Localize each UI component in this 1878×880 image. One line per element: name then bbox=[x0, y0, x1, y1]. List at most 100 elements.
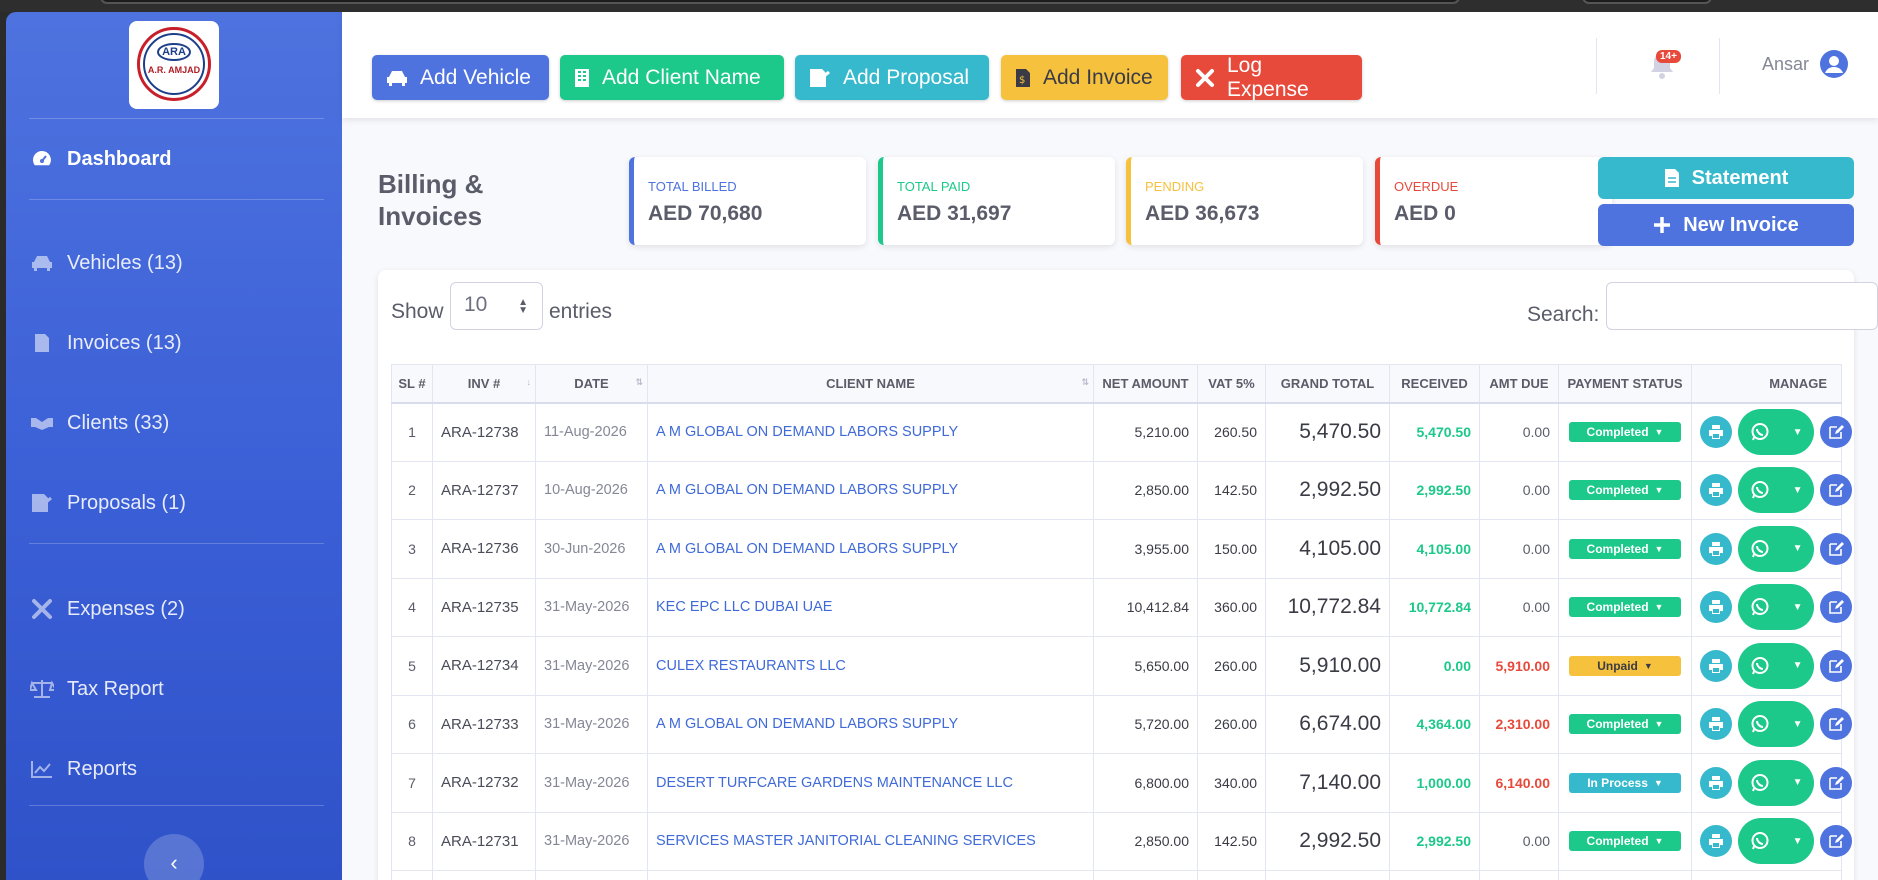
edit-button[interactable] bbox=[1820, 532, 1852, 565]
whatsapp-button[interactable]: ▼ bbox=[1738, 409, 1814, 455]
col-header-date[interactable]: DATE ⇅ bbox=[535, 364, 648, 404]
user-name[interactable]: Ansar bbox=[1762, 54, 1810, 74]
print-button[interactable] bbox=[1700, 825, 1732, 858]
client-link[interactable]: SERVICES MASTER JANITORIAL CLEANING SERV… bbox=[647, 811, 1094, 871]
status-dropdown[interactable]: Completed ▼ bbox=[1569, 831, 1681, 852]
col-header-inv[interactable]: INV # ↓ bbox=[432, 364, 536, 404]
col-header-client[interactable]: CLIENT NAME ⇅ bbox=[647, 364, 1094, 404]
cell-vat: 260.00 bbox=[1197, 694, 1266, 754]
whatsapp-button[interactable]: ▼ bbox=[1738, 759, 1814, 806]
status-dropdown[interactable]: Completed ▼ bbox=[1569, 597, 1681, 618]
col-header-received[interactable]: RECEIVED bbox=[1389, 364, 1480, 404]
logo-ring-inner bbox=[143, 33, 205, 95]
status-dropdown[interactable]: Completed ▼ bbox=[1569, 422, 1681, 442]
status-dropdown[interactable]: Completed ▼ bbox=[1569, 714, 1681, 735]
col-header-grand[interactable]: GRAND TOTAL bbox=[1265, 364, 1390, 404]
client-link[interactable]: A M GLOBAL ON DEMAND LABORS SUPPLY bbox=[647, 402, 1094, 462]
cell-invoice-number[interactable]: ARA-12731 bbox=[432, 811, 536, 871]
client-link[interactable]: A M GLOBAL ON DEMAND LABORS SUPPLY bbox=[647, 460, 1094, 520]
stat-total-billed: TOTAL BILLED AED 70,680 bbox=[629, 157, 866, 245]
cell-invoice-number[interactable]: ARA-12736 bbox=[432, 519, 536, 579]
add-client-button[interactable]: Add Client Name bbox=[560, 55, 784, 100]
whatsapp-button[interactable]: ▼ bbox=[1738, 525, 1814, 572]
print-button[interactable] bbox=[1700, 649, 1732, 682]
col-header-sl[interactable]: SL # bbox=[391, 364, 433, 404]
status-dropdown[interactable]: Completed ▼ bbox=[1569, 538, 1681, 559]
sidebar-item-expenses[interactable]: Expenses (2) bbox=[29, 594, 185, 624]
cell-received: 0.00 bbox=[1389, 636, 1480, 696]
table-header-row: SL # INV # ↓ DATE ⇅ CLIENT NAME ⇅ NET AMOUN… bbox=[391, 364, 1842, 404]
sidebar-item-reports[interactable]: Reports bbox=[29, 754, 137, 784]
signature-icon bbox=[29, 493, 55, 513]
plus-icon bbox=[1654, 217, 1671, 233]
search-input[interactable] bbox=[1606, 282, 1878, 330]
user-avatar[interactable] bbox=[1820, 50, 1848, 78]
print-icon bbox=[1709, 717, 1723, 732]
table-body: 1 ARA-12738 11-Aug-2026 A M GLOBAL ON DEMAN… bbox=[391, 402, 1852, 880]
status-dropdown[interactable]: Completed ▼ bbox=[1569, 480, 1681, 501]
add-proposal-button[interactable]: Add Proposal bbox=[795, 55, 989, 100]
client-link[interactable]: A M GLOBAL ON DEMAND LABORS SUPPLY bbox=[647, 519, 1094, 579]
print-button[interactable] bbox=[1700, 708, 1732, 741]
add-proposal-label: Add Proposal bbox=[843, 65, 970, 89]
add-invoice-button[interactable]: $ Add Invoice bbox=[1001, 55, 1168, 100]
company-logo[interactable]: ARA A.R. AMJAD bbox=[129, 21, 219, 109]
sidebar-item-clients[interactable]: Clients (33) bbox=[29, 408, 169, 438]
cell-invoice-number[interactable]: ARA-12732 bbox=[432, 753, 536, 813]
page-title: Billing & Invoices bbox=[378, 168, 483, 232]
cell-invoice-number[interactable]: ARA-12734 bbox=[432, 636, 536, 696]
edit-button[interactable] bbox=[1820, 825, 1852, 858]
log-expense-button[interactable]: Log Expense bbox=[1181, 54, 1362, 101]
edit-button[interactable] bbox=[1820, 766, 1852, 799]
client-link[interactable]: DESERT TURFCARE GARDENS MAINTENANCE LLC bbox=[647, 753, 1094, 813]
statement-button[interactable]: Statement bbox=[1598, 157, 1854, 199]
col-header-vat[interactable]: VAT 5% bbox=[1197, 364, 1266, 404]
sidebar-item-dashboard[interactable]: Dashboard bbox=[29, 144, 171, 174]
edit-button[interactable] bbox=[1820, 474, 1852, 507]
table-row: 8 ARA-12731 31-May-2026 SERVICES MASTER JAN… bbox=[391, 811, 1852, 871]
cell-invoice-number[interactable]: ARA-12735 bbox=[432, 577, 536, 637]
cell-invoice-number[interactable]: ARA-12737 bbox=[432, 460, 536, 520]
cell-amount-due: 0.00 bbox=[1479, 811, 1559, 871]
col-header-status[interactable]: PAYMENT STATUS bbox=[1558, 364, 1692, 404]
browser-pill bbox=[1582, 0, 1712, 4]
scale-icon bbox=[29, 679, 55, 699]
print-button[interactable] bbox=[1700, 766, 1732, 799]
sidebar-toggle-button[interactable]: ‹ bbox=[144, 834, 204, 880]
add-invoice-label: Add Invoice bbox=[1043, 65, 1153, 89]
sidebar-item-invoices[interactable]: Invoices (13) bbox=[29, 328, 182, 358]
cell-manage: ▼ bbox=[1691, 811, 1852, 871]
col-header-net[interactable]: NET AMOUNT bbox=[1093, 364, 1198, 404]
edit-button[interactable] bbox=[1820, 649, 1852, 682]
status-dropdown[interactable]: Unpaid ▼ bbox=[1569, 655, 1681, 676]
client-link[interactable]: CULEX RESTAURANTS LLC bbox=[647, 636, 1094, 696]
cell-received: 4,105.00 bbox=[1389, 519, 1480, 579]
cell-grand-total: 5,910.00 bbox=[1265, 636, 1390, 696]
edit-button[interactable] bbox=[1820, 708, 1852, 741]
print-button[interactable] bbox=[1700, 474, 1732, 507]
whatsapp-button[interactable]: ▼ bbox=[1738, 584, 1814, 631]
sidebar-item-vehicles[interactable]: Vehicles (13) bbox=[29, 248, 183, 278]
print-button[interactable] bbox=[1700, 416, 1732, 448]
client-link[interactable]: A M GLOBAL ON DEMAND LABORS SUPPLY bbox=[647, 694, 1094, 754]
col-header-due[interactable]: AMT DUE bbox=[1479, 364, 1559, 404]
sidebar-item-proposals[interactable]: Proposals (1) bbox=[29, 488, 186, 518]
client-link[interactable]: KEC EPC LLC DUBAI UAE bbox=[647, 577, 1094, 637]
status-dropdown[interactable]: In Process ▼ bbox=[1569, 772, 1681, 793]
whatsapp-button[interactable]: ▼ bbox=[1738, 467, 1814, 514]
page-title-line2: Invoices bbox=[378, 201, 483, 231]
edit-button[interactable] bbox=[1820, 416, 1852, 448]
whatsapp-button[interactable]: ▼ bbox=[1738, 701, 1814, 748]
whatsapp-button[interactable]: ▼ bbox=[1738, 818, 1814, 865]
new-invoice-button[interactable]: New Invoice bbox=[1598, 204, 1854, 246]
sidebar-item-tax-report[interactable]: Tax Report bbox=[29, 674, 164, 704]
statement-label: Statement bbox=[1691, 166, 1789, 189]
cell-invoice-number[interactable]: ARA-12733 bbox=[432, 694, 536, 754]
entries-select[interactable]: 10 ▲ ▼ bbox=[450, 282, 543, 330]
cell-invoice-number[interactable]: ARA-12738 bbox=[432, 402, 536, 462]
print-button[interactable] bbox=[1700, 532, 1732, 565]
edit-button[interactable] bbox=[1820, 591, 1852, 624]
whatsapp-button[interactable]: ▼ bbox=[1738, 642, 1814, 689]
print-button[interactable] bbox=[1700, 591, 1732, 624]
add-vehicle-button[interactable]: Add Vehicle bbox=[372, 55, 549, 100]
